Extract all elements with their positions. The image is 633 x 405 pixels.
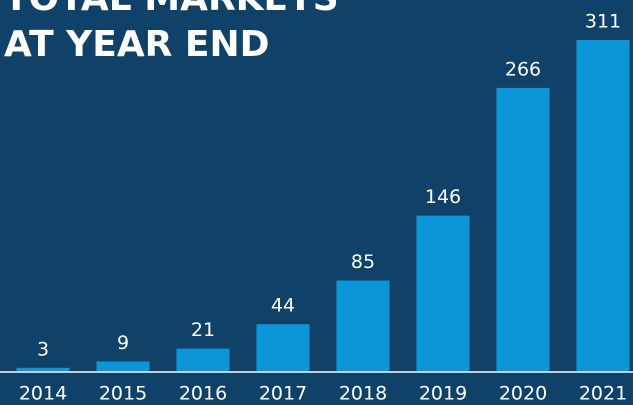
value-label: 44 [271, 295, 295, 317]
value-label: 85 [351, 251, 375, 273]
x-tick-label: 2015 [99, 383, 147, 405]
value-label: 266 [505, 58, 541, 80]
bar [16, 367, 70, 371]
chart-title: AT YEAR END [4, 24, 270, 65]
value-label: 9 [117, 332, 129, 354]
value-label: 146 [425, 186, 461, 208]
bar [176, 348, 230, 371]
x-tick-label: 2020 [499, 383, 547, 405]
x-tick-label: 2018 [339, 383, 387, 405]
bar [496, 87, 550, 371]
bar [96, 361, 150, 371]
value-label: 21 [191, 319, 215, 341]
bar [256, 324, 310, 371]
x-tick-label: 2014 [19, 383, 67, 405]
x-tick-label: 2016 [179, 383, 227, 405]
bar [416, 215, 470, 371]
value-label: 311 [585, 11, 621, 33]
value-label: 3 [37, 338, 49, 360]
x-tick-label: 2019 [419, 383, 467, 405]
chart-title: TOTAL MARKETS [4, 0, 339, 19]
x-tick-label: 2017 [259, 383, 307, 405]
bar [336, 280, 390, 371]
x-tick-label: 2021 [579, 383, 627, 405]
bar [576, 40, 630, 371]
